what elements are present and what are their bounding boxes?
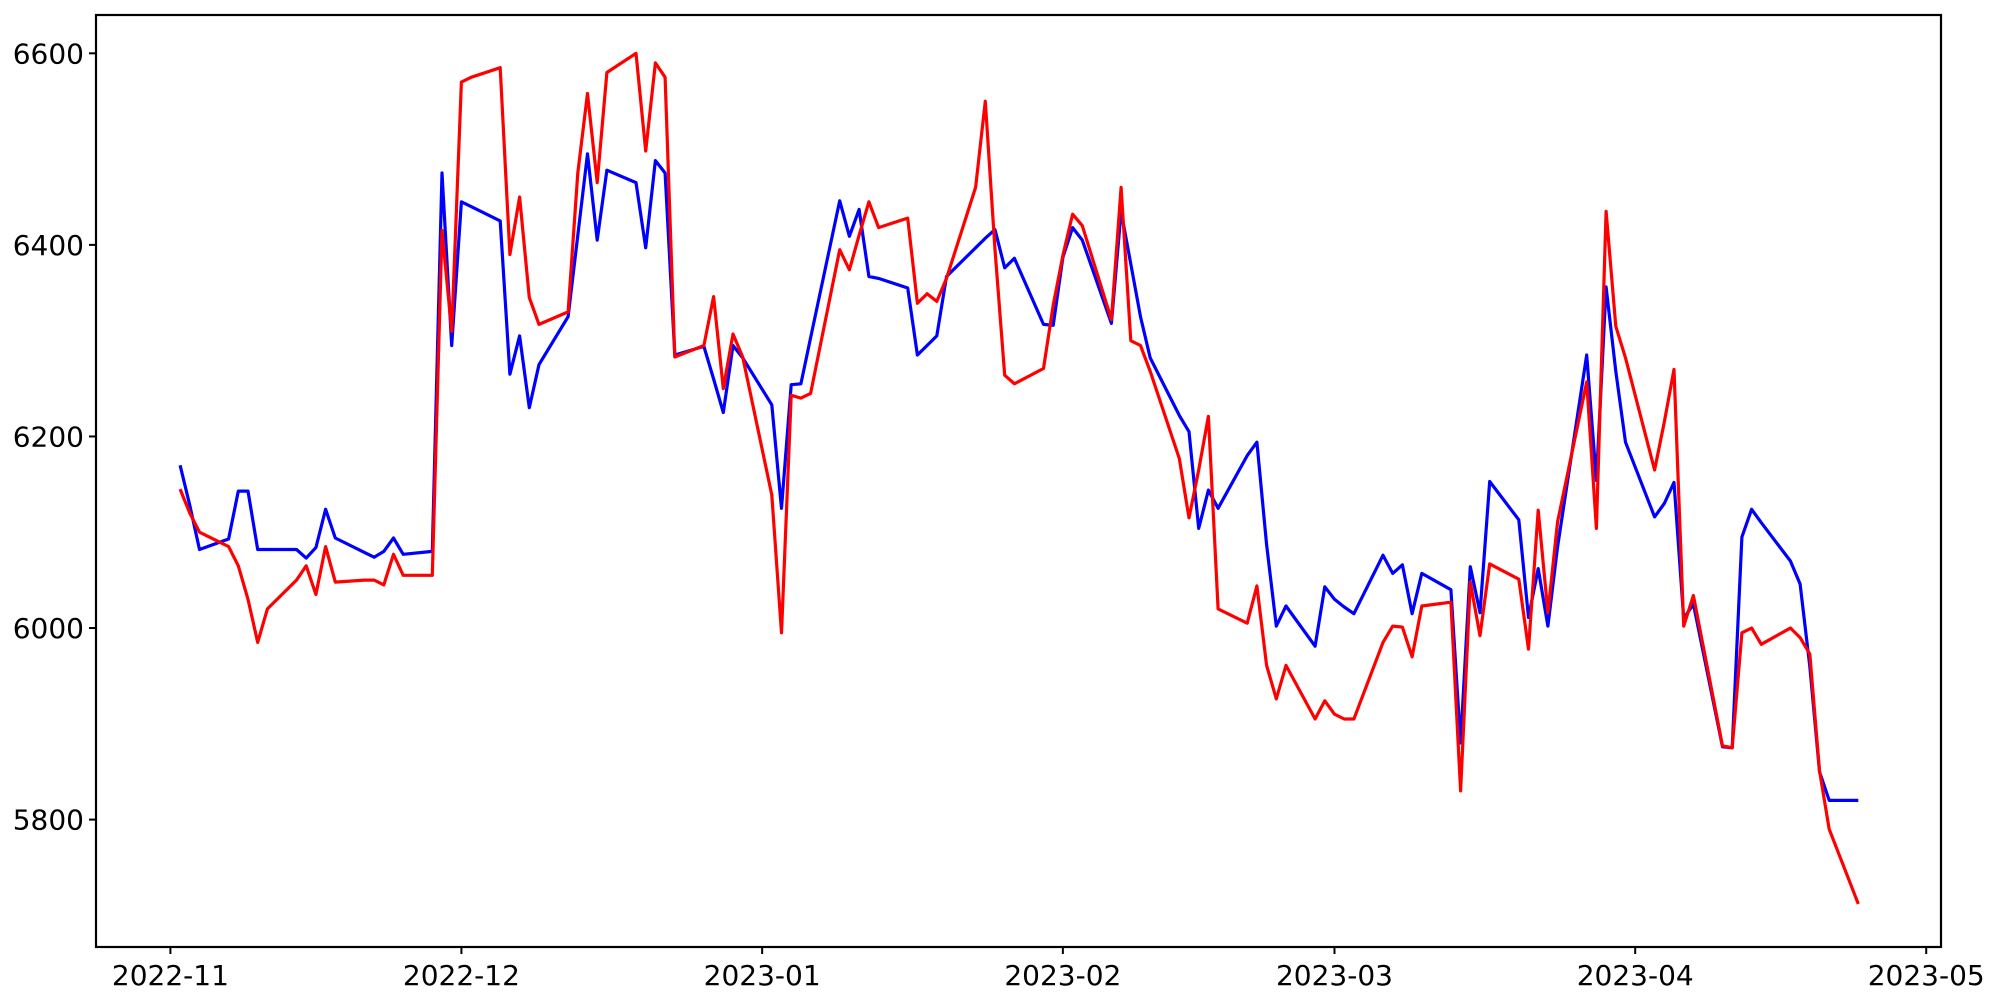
data-series-group	[178, 51, 1860, 905]
x-axis-tick-label: 2023-05	[1868, 959, 1985, 992]
x-axis-tick-label: 2022-12	[403, 959, 520, 992]
plot-border	[94, 13, 1943, 949]
y-axis: 5800 6000 6200 6400 6600	[13, 37, 96, 837]
y-axis-tick-label: 6200	[13, 421, 84, 454]
x-axis-tick-label: 2022-11	[112, 959, 229, 992]
x-axis-tick-label: 2023-02	[1004, 959, 1121, 992]
y-axis-tick-label: 5800	[13, 804, 84, 837]
x-axis-tick-label: 2023-04	[1577, 959, 1694, 992]
y-axis-tick-label: 6600	[13, 37, 84, 70]
x-axis-tick-label: 2023-01	[704, 959, 821, 992]
x-axis: 2022-11 2022-12 2023-01 2023-02 2023-03 2023-…	[112, 947, 1985, 992]
x-axis-tick-label: 2023-03	[1276, 959, 1393, 992]
plot-area	[94, 13, 1943, 949]
y-axis-tick-label: 6400	[13, 229, 84, 262]
red-line	[178, 51, 1860, 905]
y-axis-tick-label: 6000	[13, 612, 84, 645]
